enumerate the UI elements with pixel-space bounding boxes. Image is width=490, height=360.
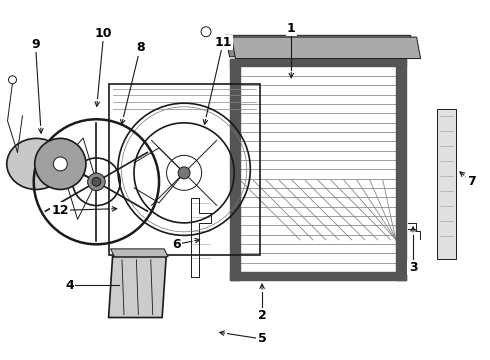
- Polygon shape: [396, 59, 406, 280]
- Text: 12: 12: [51, 204, 69, 217]
- Circle shape: [8, 76, 17, 84]
- Polygon shape: [109, 257, 166, 318]
- Polygon shape: [230, 59, 240, 280]
- Text: 10: 10: [95, 27, 113, 40]
- Polygon shape: [225, 35, 415, 57]
- Text: 11: 11: [214, 36, 232, 49]
- Circle shape: [35, 138, 86, 189]
- Polygon shape: [230, 272, 406, 280]
- Text: 3: 3: [409, 261, 417, 274]
- Polygon shape: [230, 59, 406, 67]
- Circle shape: [88, 173, 105, 190]
- Text: 5: 5: [258, 333, 267, 346]
- Text: 4: 4: [65, 279, 74, 292]
- Circle shape: [201, 27, 211, 37]
- FancyBboxPatch shape: [438, 109, 456, 258]
- Circle shape: [53, 157, 67, 171]
- Polygon shape: [111, 249, 168, 257]
- Polygon shape: [231, 37, 420, 59]
- Ellipse shape: [7, 138, 66, 189]
- Circle shape: [92, 177, 101, 186]
- Text: 7: 7: [467, 175, 476, 188]
- Text: 1: 1: [287, 22, 295, 35]
- Text: 8: 8: [136, 41, 145, 54]
- Text: 6: 6: [172, 238, 181, 251]
- Text: 9: 9: [31, 38, 40, 51]
- Text: 2: 2: [258, 309, 267, 322]
- Circle shape: [178, 167, 190, 179]
